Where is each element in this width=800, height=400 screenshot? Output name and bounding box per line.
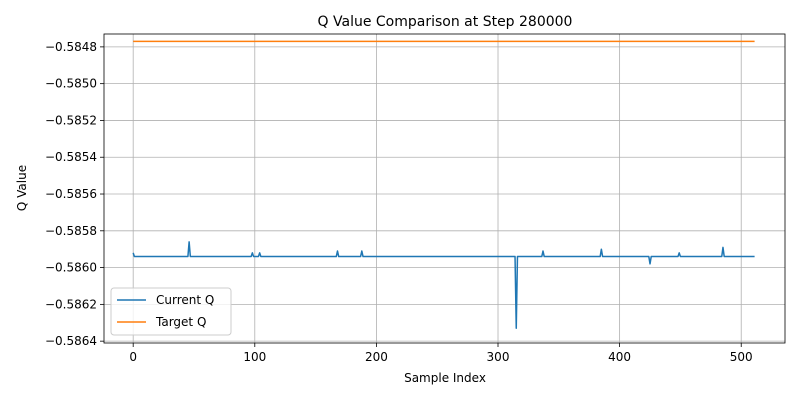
- y-tick-label: −0.5850: [45, 77, 97, 91]
- y-tick-label: −0.5858: [45, 224, 97, 238]
- y-tick-label: −0.5862: [45, 297, 97, 311]
- x-axis-label: Sample Index: [404, 371, 486, 385]
- grid: [104, 34, 785, 343]
- x-tick-label: 100: [243, 350, 266, 364]
- x-tick-label: 400: [608, 350, 631, 364]
- y-tick-label: −0.5848: [45, 40, 97, 54]
- chart-title: Q Value Comparison at Step 280000: [318, 14, 573, 30]
- y-tick-label: −0.5856: [45, 187, 97, 201]
- series-line-current-q: [132, 241, 755, 330]
- y-tick-label: −0.5854: [45, 150, 97, 164]
- ticks: 0 100 200 300 400 500 −0.5848 −0.5850 −0.5852 −0.…: [45, 40, 753, 364]
- y-tick-label: −0.5864: [45, 334, 97, 348]
- legend-label-current-q: Current Q: [156, 293, 214, 307]
- y-axis-label: Q Value: [15, 165, 29, 211]
- x-tick-label: 500: [730, 350, 753, 364]
- legend-label-target-q: Target Q: [155, 315, 206, 329]
- x-tick-label: 0: [129, 350, 137, 364]
- y-tick-label: −0.5860: [45, 261, 97, 275]
- series-layer: [132, 40, 755, 330]
- x-tick-label: 300: [487, 350, 510, 364]
- y-tick-label: −0.5852: [45, 113, 97, 127]
- plot-frame: [103, 33, 786, 344]
- legend: Current Q Target Q: [110, 287, 232, 336]
- x-tick-label: 200: [365, 350, 388, 364]
